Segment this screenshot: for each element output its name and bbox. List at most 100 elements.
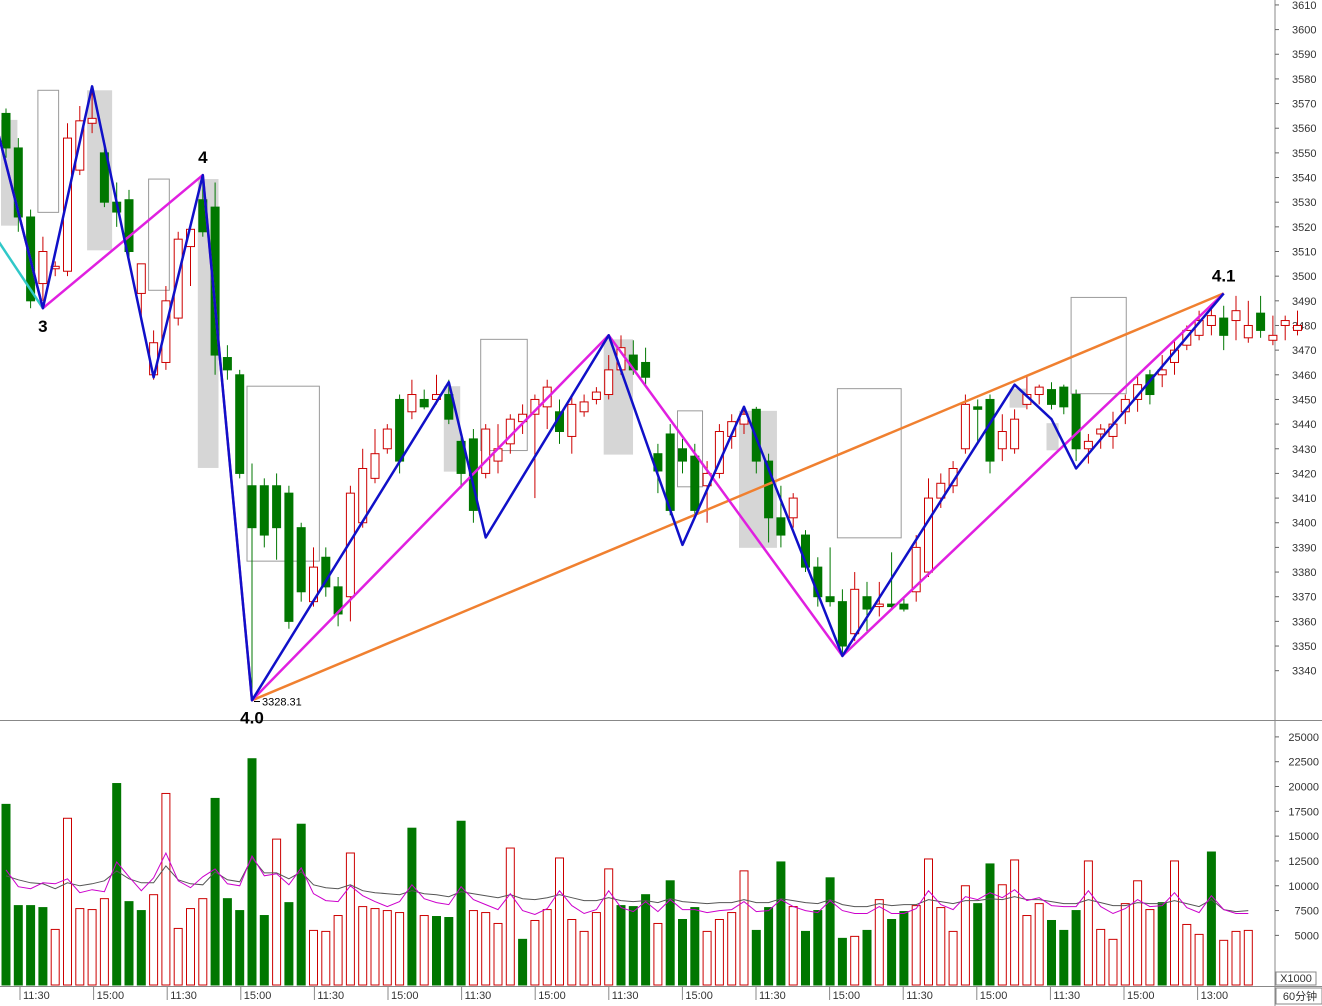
candle-body <box>985 398 995 462</box>
candle-body <box>1280 320 1290 326</box>
volume-bar <box>665 880 675 986</box>
candle-body <box>1059 386 1069 408</box>
time-tick-label: 11:30 <box>759 990 786 1002</box>
volume-tick-label: 17500 <box>1288 806 1319 818</box>
price-tick-label: 3420 <box>1292 468 1316 480</box>
volume-bar <box>1133 880 1143 986</box>
wave-label: 3 <box>38 317 47 336</box>
volume-unit-label: X1000 <box>1280 973 1312 985</box>
candle-body <box>259 485 269 536</box>
trendline-orange <box>251 292 1225 702</box>
volume-bar <box>960 885 970 986</box>
candle-body <box>850 588 860 635</box>
wave-label: 4 <box>198 148 208 167</box>
candlestick-series <box>1 88 1302 696</box>
time-tick-label: 11:30 <box>1053 990 1080 1002</box>
candle-body <box>591 391 601 400</box>
volume-bar <box>899 911 909 986</box>
price-tick-label: 3490 <box>1292 296 1316 308</box>
volume-bar <box>75 908 85 986</box>
volume-bar <box>788 906 798 986</box>
candle-body <box>481 428 491 474</box>
unit-box <box>1275 971 1317 986</box>
candle-body <box>567 403 577 437</box>
volume-bar <box>751 929 761 986</box>
candle-body <box>210 206 220 356</box>
time-axis: 11:30 15:00 11:30 15:00 11:30 15:00 11:30 15:00… <box>19 987 1322 1005</box>
price-tick-label: 3350 <box>1292 641 1316 653</box>
candle-body <box>1219 317 1229 336</box>
volume-bar <box>358 906 368 986</box>
candle-body <box>579 401 589 413</box>
candle-body <box>1034 386 1044 396</box>
candle-body <box>911 546 921 593</box>
candle-body <box>370 453 380 479</box>
volume-bar <box>173 927 183 986</box>
volume-series <box>1 758 1253 986</box>
volume-bar <box>432 916 441 986</box>
volume-bar <box>186 908 195 986</box>
volume-bar <box>542 909 552 986</box>
candle-body <box>1293 324 1302 331</box>
volume-bar <box>50 928 60 986</box>
volume-tick-label: 20000 <box>1288 782 1319 794</box>
candle-body <box>678 448 687 462</box>
volume-bar <box>1010 859 1020 986</box>
time-tick-label: 11:30 <box>612 990 639 1002</box>
time-tick-label: 15:00 <box>391 990 419 1002</box>
volume-bar <box>161 792 171 986</box>
price-tick-label: 3400 <box>1292 518 1316 530</box>
time-tick-label: 11:30 <box>170 990 197 1002</box>
candle-body <box>136 263 146 294</box>
volume-bar <box>493 922 503 986</box>
time-tick-label: 11:30 <box>906 990 933 1002</box>
volume-bar <box>1047 919 1056 986</box>
candle-body <box>862 596 872 610</box>
candle-body <box>1243 324 1253 339</box>
volume-bar <box>210 797 220 986</box>
price-tick-label: 3550 <box>1292 148 1316 160</box>
price-tick-label: 3560 <box>1292 123 1316 135</box>
price-tick-label: 3600 <box>1292 25 1316 37</box>
consolidation-box <box>37 89 60 213</box>
time-tick-label: 15:00 <box>97 990 125 1002</box>
candle-body <box>764 460 774 519</box>
volume-bar <box>1096 928 1106 986</box>
candle-body <box>395 398 405 462</box>
volume-bar <box>518 938 528 986</box>
volume-bar <box>616 905 626 986</box>
volume-bar <box>1083 860 1093 986</box>
volume-bar <box>936 907 946 986</box>
candle-body <box>936 482 946 499</box>
volume-bar <box>1108 938 1118 986</box>
volume-bar <box>407 827 417 986</box>
candle-body <box>284 492 294 622</box>
price-tick-label: 3430 <box>1292 444 1316 456</box>
volume-bar <box>247 758 257 986</box>
trendline-teal <box>0 241 44 309</box>
price-tick-label: 3410 <box>1292 493 1316 505</box>
volume-bar <box>555 857 564 986</box>
candle-body <box>272 485 282 529</box>
candle-body <box>1096 428 1106 435</box>
volume-bar <box>284 902 294 986</box>
volume-bar <box>235 910 245 986</box>
candle-body <box>788 497 798 519</box>
time-tick-label: 11:30 <box>317 990 344 1002</box>
candle-body <box>1083 440 1093 450</box>
volume-bar <box>468 910 478 986</box>
candle-body <box>345 492 355 598</box>
volume-bar <box>690 907 700 986</box>
candle-body <box>222 357 232 371</box>
volume-bar <box>1231 930 1241 986</box>
volume-bar <box>1022 915 1032 986</box>
candle-body <box>382 428 392 450</box>
wave-label: 4.1 <box>1212 266 1236 285</box>
price-tick-label: 3590 <box>1292 49 1316 61</box>
wave-labels: 3 4 4.0 4.1 3328.31 <box>38 148 1235 727</box>
consolidation-box <box>148 178 170 291</box>
volume-bar <box>653 922 663 986</box>
candle-body <box>776 517 786 536</box>
